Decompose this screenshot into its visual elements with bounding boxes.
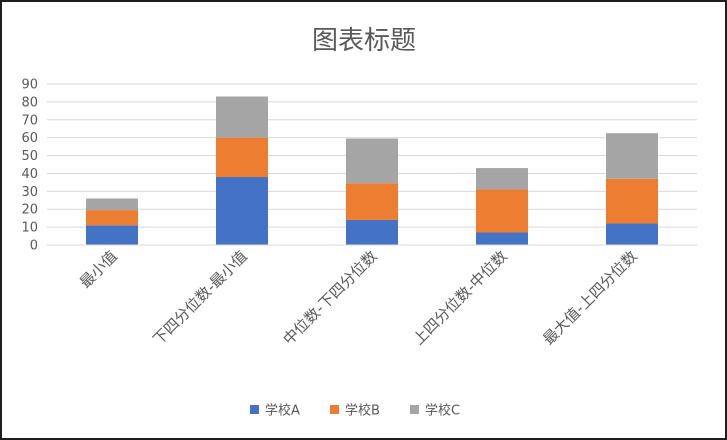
bar-segment <box>476 168 528 190</box>
y-tick-label: 0 <box>30 239 38 254</box>
bar-segment <box>86 210 138 226</box>
x-category-label: 下四分位数-最小值 <box>149 247 250 348</box>
y-tick-label: 70 <box>21 113 38 128</box>
y-tick-label: 20 <box>21 203 38 218</box>
y-tick-label: 90 <box>21 78 38 93</box>
y-tick-label: 30 <box>21 185 38 200</box>
legend-swatch <box>410 405 419 414</box>
legend-item: 学校A <box>250 403 300 419</box>
bar-segment <box>476 189 528 233</box>
bar-segment <box>606 178 658 224</box>
legend-label: 学校B <box>345 403 380 419</box>
y-tick-label: 40 <box>21 167 38 182</box>
bar-segment <box>346 138 398 184</box>
x-category-label: 中位数-下四分位数 <box>279 247 380 348</box>
legend-label: 学校C <box>425 403 460 419</box>
bar-segment <box>86 225 138 245</box>
category-labels: 最小值 下四分位数-最小值 中位数-下四分位数 上四分位数-中位数 最大值-上四分位数 <box>76 247 641 348</box>
bar-segment <box>216 96 268 138</box>
bar-segment <box>346 183 398 220</box>
bars <box>86 96 658 245</box>
y-axis-ticks: 0 10 20 30 40 50 60 70 80 90 <box>21 78 38 254</box>
bar-segment <box>606 133 658 179</box>
chart-title: 图表标题 <box>312 26 416 56</box>
y-tick-label: 60 <box>21 131 38 146</box>
legend-label: 学校A <box>265 403 300 419</box>
bar-segment <box>346 219 398 245</box>
legend: 学校A 学校B 学校C <box>250 403 460 419</box>
x-category-label: 最小值 <box>76 247 121 292</box>
y-tick-label: 80 <box>21 95 38 110</box>
x-category-label: 最大值-上四分位数 <box>539 247 640 348</box>
y-tick-label: 10 <box>21 221 38 236</box>
bar-segment <box>216 137 268 178</box>
bar-segment <box>216 177 268 245</box>
legend-item: 学校B <box>330 403 380 419</box>
legend-swatch <box>250 405 259 414</box>
x-category-label: 上四分位数-中位数 <box>409 247 510 348</box>
bar-segment <box>476 232 528 245</box>
bar-segment <box>606 223 658 245</box>
bar-segment <box>86 198 138 211</box>
y-tick-label: 50 <box>21 149 38 164</box>
legend-swatch <box>330 405 339 414</box>
legend-item: 学校C <box>410 403 460 419</box>
